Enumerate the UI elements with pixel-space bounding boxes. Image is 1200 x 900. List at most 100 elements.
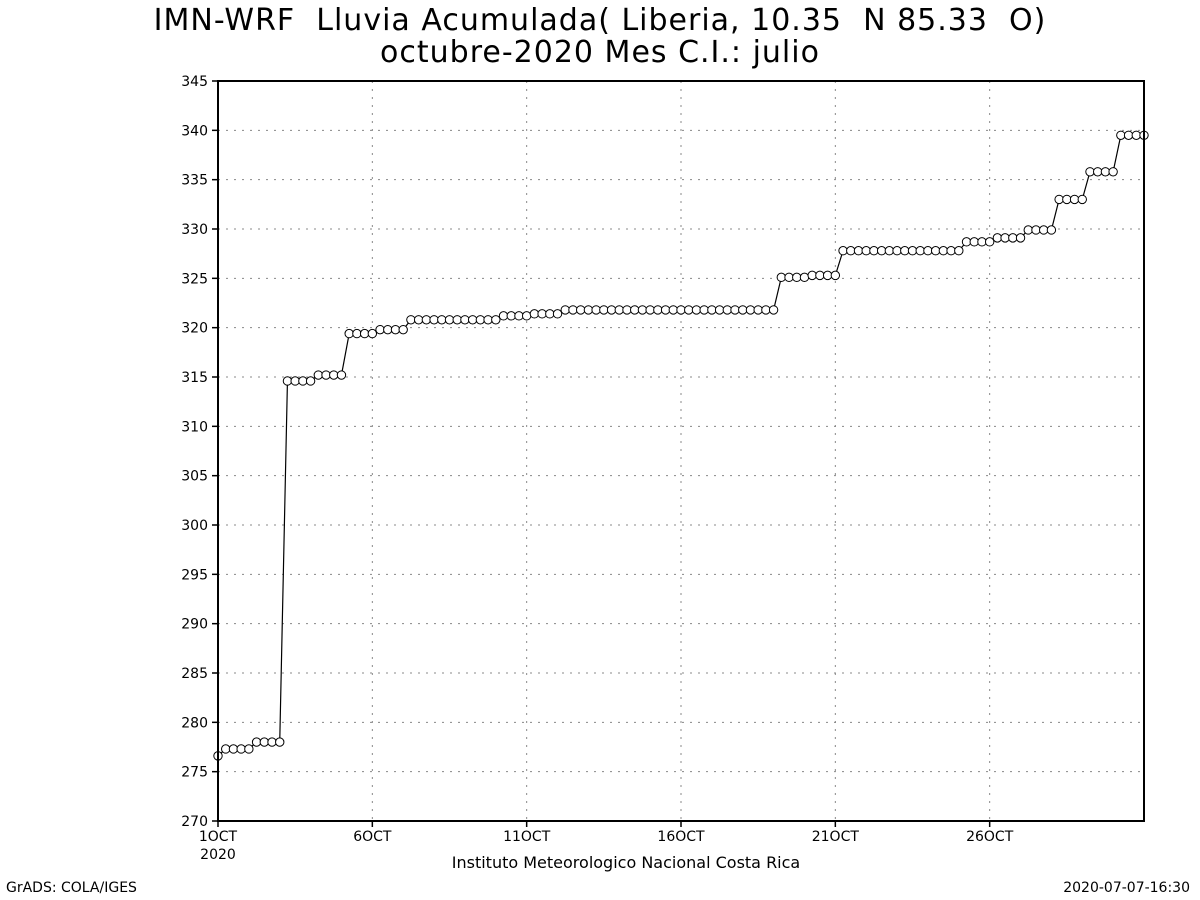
data-point <box>375 324 385 335</box>
data-point <box>560 305 570 315</box>
data-point <box>251 737 262 747</box>
data-point <box>892 246 902 256</box>
data-point <box>830 270 841 281</box>
data-point <box>637 305 648 315</box>
data-point <box>599 305 609 315</box>
y-axis: 270 275 280 285 290 295 300 305 310 315 320 325 330 3… <box>181 74 218 830</box>
data-point <box>498 311 509 321</box>
x-tick-sublabel: 2020 <box>200 847 236 863</box>
data-point <box>575 305 586 315</box>
data-point <box>676 305 686 315</box>
data-point <box>583 305 594 315</box>
data-point <box>1031 225 1041 235</box>
data-point <box>900 246 910 256</box>
data-point <box>514 311 524 321</box>
data-point <box>1116 130 1126 140</box>
data-point <box>359 328 370 339</box>
data-point <box>622 305 632 315</box>
data-point <box>699 305 709 315</box>
data-point <box>776 272 787 283</box>
data-point <box>815 270 825 281</box>
data-point <box>954 246 964 256</box>
data-point <box>521 311 532 321</box>
data-point <box>475 315 486 325</box>
data-point <box>614 305 624 315</box>
data-point <box>838 246 848 256</box>
y-tick-label: 275 <box>181 765 208 781</box>
data-point <box>537 309 547 319</box>
data-point <box>452 315 462 325</box>
y-tick-label: 330 <box>181 222 208 238</box>
data-point <box>768 305 779 315</box>
data-point <box>930 246 941 256</box>
data-point <box>846 246 856 256</box>
y-tick-label: 295 <box>181 567 208 583</box>
data-point <box>923 246 933 256</box>
data-point <box>907 246 918 256</box>
x-axis-label: Instituto Meteorologico Nacional Costa R… <box>452 853 800 872</box>
data-point <box>221 744 231 754</box>
y-tick-label: 320 <box>181 321 208 337</box>
y-tick-label: 325 <box>181 271 208 287</box>
data-point <box>876 246 887 256</box>
data-point <box>1062 194 1072 205</box>
data-point <box>1015 233 1026 243</box>
data-point <box>1085 167 1095 177</box>
data-point <box>228 744 239 754</box>
data-point <box>406 315 416 325</box>
data-point <box>421 315 432 325</box>
data-point <box>545 309 555 319</box>
timestamp: 2020-07-07-16:30 <box>1063 880 1190 896</box>
data-point <box>722 305 732 315</box>
data-point <box>1093 167 1103 177</box>
data-point <box>792 272 802 283</box>
data-point <box>267 737 277 747</box>
data-point <box>730 305 740 315</box>
data-point <box>606 305 617 315</box>
chart-subtitle: octubre-2020 Mes C.I.: julio <box>380 35 820 70</box>
data-point <box>915 246 925 256</box>
y-tick-label: 300 <box>181 518 208 534</box>
data-point <box>244 744 254 754</box>
data-point <box>1023 225 1033 235</box>
data-point <box>467 315 478 325</box>
y-tick-label: 310 <box>181 419 208 435</box>
y-tick-label: 285 <box>181 666 208 682</box>
data-point <box>938 246 949 256</box>
data-point <box>491 315 501 325</box>
y-tick-label: 280 <box>181 715 208 731</box>
data-point <box>630 305 640 315</box>
data-point <box>290 376 300 386</box>
data-point <box>861 246 871 256</box>
y-tick-label: 340 <box>181 123 208 139</box>
data-point <box>946 246 956 256</box>
data-point <box>1077 194 1087 205</box>
data-point <box>383 324 393 335</box>
data-point <box>1069 194 1080 205</box>
y-tick-label: 290 <box>181 617 208 633</box>
data-point <box>668 305 678 315</box>
data-point <box>884 246 895 256</box>
y-tick-label: 335 <box>181 173 208 189</box>
data-point <box>645 305 655 315</box>
series-accumulated-rain <box>213 130 1149 761</box>
chart-title: IMN-WRF Lluvia Acumulada( Liberia, 10.35… <box>153 3 1047 38</box>
data-point <box>1000 233 1010 243</box>
data-point <box>822 270 833 281</box>
data-point <box>336 370 347 380</box>
data-point <box>853 246 864 256</box>
x-tick-label: 26OCT <box>966 829 1014 845</box>
software-credit: GrADS: COLA/IGES <box>6 880 137 896</box>
data-point <box>460 315 470 325</box>
x-tick-label: 6OCT <box>353 829 392 845</box>
data-point <box>390 324 401 335</box>
data-point <box>444 315 455 325</box>
plot-frame <box>217 80 1145 822</box>
series-line <box>217 134 1144 757</box>
data-point <box>977 237 987 247</box>
data-point <box>506 311 516 321</box>
data-point <box>313 370 324 380</box>
data-point <box>807 270 817 281</box>
data-point <box>568 305 578 315</box>
data-point <box>691 305 702 315</box>
